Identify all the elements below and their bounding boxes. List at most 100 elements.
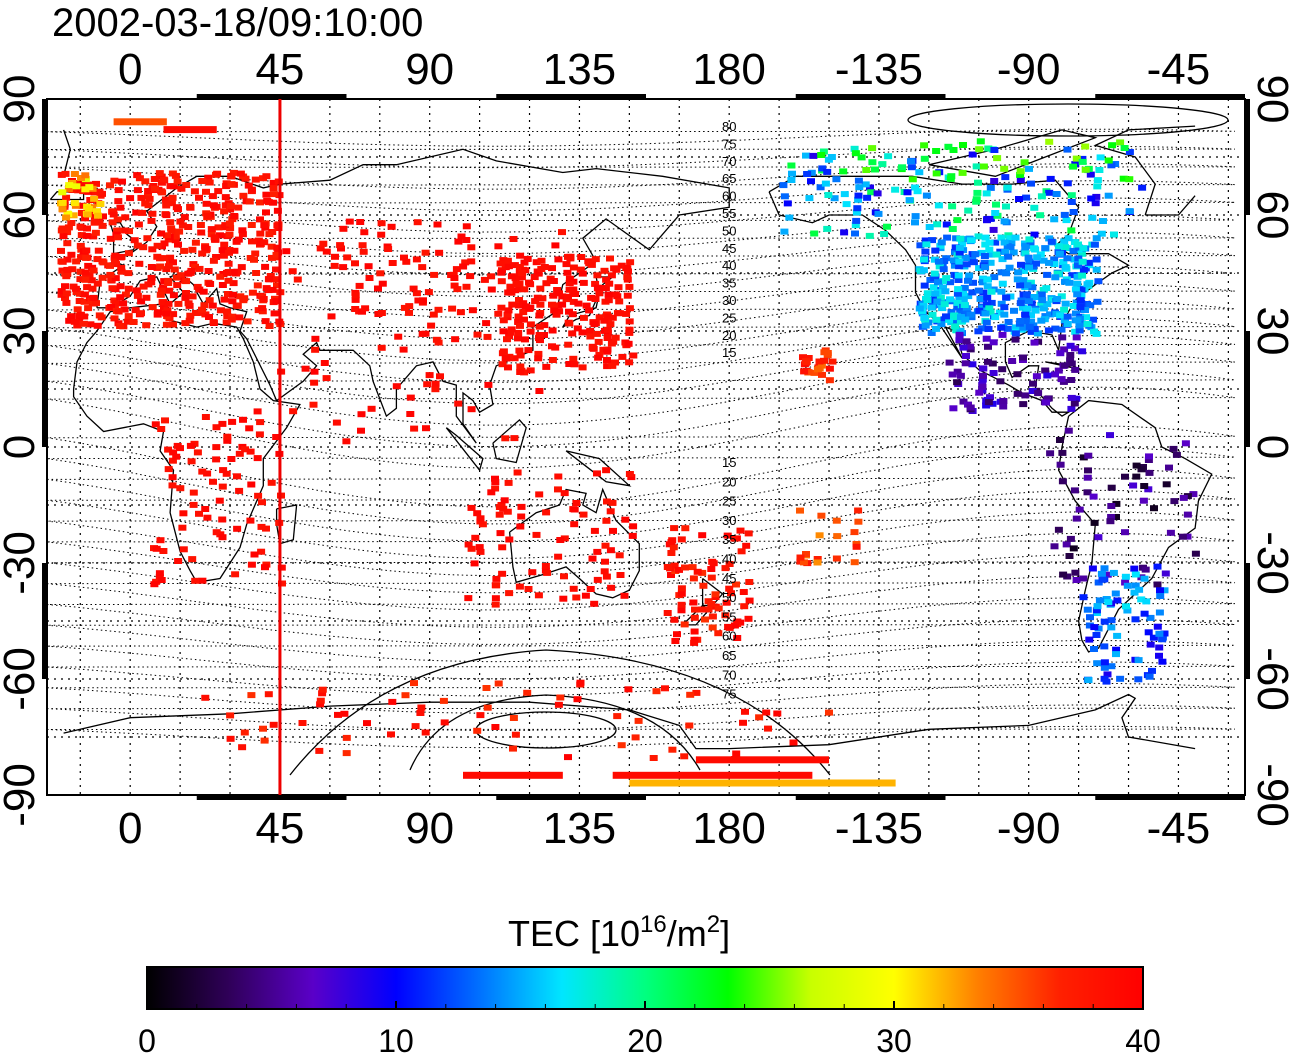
- tec-cell: [163, 307, 172, 314]
- tec-cell: [81, 276, 90, 283]
- tec-cell: [1005, 264, 1014, 271]
- tec-cell: [1053, 296, 1062, 302]
- tec-cell: [1170, 498, 1179, 505]
- tec-cell: [1122, 603, 1130, 610]
- tec-cell: [491, 479, 500, 486]
- tec-cell: [1129, 482, 1138, 489]
- tec-cell: [932, 170, 941, 177]
- tec-cell: [387, 731, 395, 738]
- tec-cell: [483, 704, 492, 711]
- tec-cell: [1034, 390, 1043, 397]
- tec-cell: [1072, 310, 1080, 317]
- tec-cell: [67, 251, 76, 258]
- tec-cell: [180, 247, 189, 254]
- tec-cell: [476, 712, 485, 719]
- tec-cell: [82, 254, 91, 261]
- tec-cell: [150, 581, 159, 588]
- coastline-segment: [445, 427, 484, 472]
- tec-cell: [625, 359, 634, 366]
- tec-cell: [1073, 273, 1082, 280]
- tec-cell: [448, 305, 457, 312]
- tec-cell: [531, 298, 540, 305]
- tec-cell: [204, 174, 213, 181]
- tec-cell: [1134, 657, 1143, 664]
- tec-cell: [1081, 143, 1090, 150]
- tec-cell: [1071, 569, 1080, 576]
- tec-cell: [569, 585, 578, 592]
- tec-cell: [520, 286, 529, 293]
- tec-cell: [1061, 300, 1070, 307]
- tec-cell: [991, 210, 1000, 216]
- tec-cell: [932, 325, 941, 332]
- tec-cell: [552, 311, 561, 318]
- tec-cell: [732, 750, 741, 757]
- tec-cell: [235, 487, 244, 494]
- tec-cell: [432, 336, 441, 343]
- tec-cell: [1100, 659, 1109, 666]
- tec-cell: [1074, 241, 1082, 248]
- contour-label-north: 50: [722, 223, 736, 238]
- tec-cell: [998, 280, 1007, 287]
- tec-cell: [1047, 238, 1056, 245]
- tec-cell: [357, 411, 366, 418]
- tec-cell: [983, 283, 992, 290]
- tec-cell: [124, 313, 133, 320]
- tec-cell: [434, 306, 443, 313]
- tec-cell: [139, 283, 148, 290]
- tec-cell: [322, 248, 331, 255]
- tec-cell: [72, 258, 81, 265]
- tec-cell: [144, 281, 153, 288]
- tec-cell: [1084, 467, 1092, 474]
- tec-cell: [1156, 587, 1164, 594]
- tec-cell: [429, 311, 438, 318]
- tec-cell: [96, 201, 105, 207]
- tec-cell: [907, 158, 915, 165]
- tec-cell: [132, 287, 141, 294]
- tec-cell: [1092, 632, 1101, 638]
- tec-cell: [64, 224, 73, 231]
- tec-cell: [1108, 142, 1117, 149]
- tec-cell: [608, 314, 617, 321]
- tec-cell: [628, 532, 637, 539]
- tec-cell: [1095, 167, 1104, 173]
- tec-cell: [1178, 533, 1187, 540]
- tec-cell: [475, 544, 484, 551]
- tec-cell: [954, 272, 963, 279]
- tec-polar-band: [612, 771, 813, 779]
- tec-cell: [137, 298, 146, 305]
- contour-label-north: 40: [722, 258, 736, 273]
- tec-cell: [725, 561, 734, 567]
- tec-cell: [667, 539, 676, 546]
- tec-cell: [685, 722, 694, 729]
- tec-cell: [933, 298, 942, 305]
- right-latitude-labels: 9060300-30-60-90: [1248, 75, 1292, 827]
- tec-cell: [563, 269, 572, 276]
- tec-cell: [652, 688, 661, 695]
- tec-cell: [497, 269, 506, 276]
- tec-cell: [957, 314, 965, 321]
- tec-cell: [1116, 139, 1125, 146]
- tec-cell: [537, 266, 546, 272]
- tec-cell: [1093, 177, 1102, 184]
- tec-cell: [1046, 311, 1055, 318]
- tec-cell: [315, 747, 324, 754]
- contour-label-north: 55: [722, 206, 736, 221]
- tec-cell: [745, 597, 754, 604]
- tec-cell: [498, 350, 507, 357]
- tec-cell: [603, 348, 612, 355]
- tec-cell: [600, 267, 609, 274]
- tec-cell: [248, 238, 256, 245]
- tec-cell: [971, 251, 980, 258]
- tec-cell: [1087, 195, 1096, 202]
- tec-cell: [614, 284, 623, 291]
- tec-cell: [526, 328, 535, 335]
- tec-cell: [1000, 304, 1009, 311]
- tec-cell: [135, 260, 144, 267]
- tec-cell: [153, 311, 162, 318]
- tec-cell: [113, 227, 122, 234]
- tec-cell: [1153, 623, 1162, 630]
- tec-cell: [1016, 300, 1025, 307]
- tec-cell: [649, 755, 658, 761]
- tec-cell: [224, 260, 233, 267]
- contour-label-north: 30: [722, 293, 736, 308]
